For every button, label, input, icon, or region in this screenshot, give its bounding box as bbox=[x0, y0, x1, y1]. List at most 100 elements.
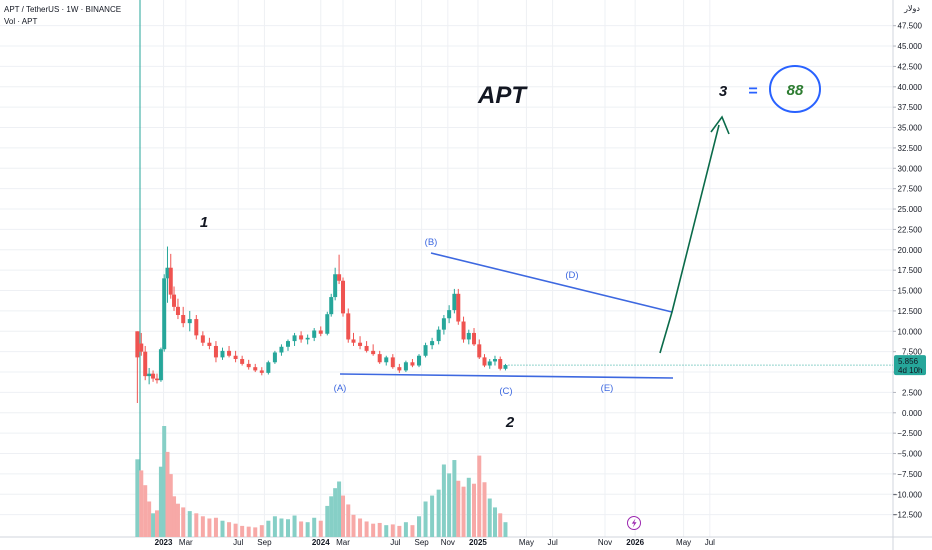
candle bbox=[272, 350, 277, 364]
candle-body bbox=[472, 332, 477, 345]
candle-body bbox=[397, 367, 402, 371]
time-axis-label: 2025 bbox=[469, 538, 487, 547]
volume-bar bbox=[417, 516, 421, 537]
drawing-layer[interactable]: 1 2 3 (A) (B) (C) (D) (E) = 88 APT bbox=[200, 65, 893, 431]
candle-body bbox=[227, 350, 232, 356]
target-circle[interactable] bbox=[769, 65, 821, 113]
candle bbox=[286, 339, 290, 351]
candle-body bbox=[456, 293, 461, 322]
volume-bar bbox=[461, 486, 466, 537]
candle-body bbox=[461, 321, 466, 340]
candle bbox=[151, 370, 156, 382]
volume-bar bbox=[299, 521, 304, 537]
volume-bar bbox=[333, 488, 338, 537]
candle bbox=[377, 350, 382, 364]
wave-3-projection-line[interactable] bbox=[659, 124, 720, 354]
candle bbox=[461, 316, 466, 343]
flash-icon[interactable] bbox=[627, 516, 641, 530]
volume-indicator-title[interactable]: Vol · APT bbox=[4, 17, 38, 26]
candle-body bbox=[266, 362, 271, 373]
volume-bar bbox=[441, 464, 446, 537]
candle-body bbox=[447, 310, 452, 319]
candle bbox=[452, 288, 457, 314]
candle-body bbox=[337, 274, 342, 281]
volume-bar bbox=[312, 517, 317, 537]
candle-body bbox=[377, 354, 382, 363]
volume-bar bbox=[246, 526, 251, 537]
price-axis-label: 10.000 bbox=[898, 327, 923, 336]
time-axis-label: 2024 bbox=[312, 538, 330, 547]
volume-bar bbox=[220, 520, 225, 537]
candle bbox=[441, 315, 446, 335]
price-axis-label: −2.500 bbox=[897, 429, 922, 438]
time-axis-label: May bbox=[519, 538, 534, 547]
triangle-point-label: (D) bbox=[565, 270, 578, 281]
volume-bar bbox=[305, 522, 310, 537]
candle bbox=[397, 363, 402, 373]
candle-body bbox=[172, 294, 177, 307]
triangle-lower-trendline[interactable] bbox=[339, 373, 674, 379]
candle bbox=[200, 331, 205, 346]
volume-bar bbox=[318, 520, 323, 537]
candle-body bbox=[430, 341, 435, 346]
time-axis-label: Jul bbox=[705, 538, 715, 547]
candle bbox=[390, 354, 395, 369]
triangle-point-label: (C) bbox=[499, 386, 512, 397]
candle-body bbox=[233, 355, 238, 360]
triangle-upper-trendline[interactable] bbox=[430, 252, 673, 313]
candle-body bbox=[200, 335, 205, 343]
candle-body bbox=[346, 313, 351, 340]
price-axis[interactable]: 47.500 45.000 42.500 40.000 37.500 35.000 32.5… bbox=[893, 22, 923, 520]
price-axis-label: 27.500 bbox=[898, 185, 923, 194]
candle bbox=[472, 328, 477, 346]
wave-label-1: 1 bbox=[200, 214, 208, 231]
symbol-title[interactable]: APT / TetherUS · 1W · BINANCE bbox=[4, 5, 122, 14]
candle bbox=[259, 367, 264, 376]
time-axis[interactable]: 2023 Mar Jul Sep 2024 Mar Jul Sep Nov 2025 May Jul N… bbox=[155, 538, 716, 547]
candle-body bbox=[162, 278, 167, 350]
volume-bar bbox=[492, 507, 497, 537]
volume-bar bbox=[207, 518, 212, 537]
candle bbox=[165, 246, 170, 303]
candle-body bbox=[384, 357, 389, 363]
price-axis-label: 37.500 bbox=[898, 103, 923, 112]
volume-bar bbox=[253, 527, 258, 537]
candle-body bbox=[503, 365, 508, 369]
candle bbox=[135, 331, 140, 404]
price-axis-label: 15.000 bbox=[898, 287, 923, 296]
price-axis-label: 32.500 bbox=[898, 144, 923, 153]
candle-body bbox=[441, 318, 446, 330]
candle bbox=[333, 267, 338, 301]
candle bbox=[147, 367, 152, 385]
candle-body bbox=[305, 337, 310, 340]
price-axis-label: −5.000 bbox=[897, 450, 922, 459]
candle-body bbox=[165, 267, 170, 279]
candle bbox=[410, 359, 415, 368]
volume-bar bbox=[181, 507, 186, 537]
candle bbox=[341, 277, 346, 317]
candle bbox=[364, 341, 369, 353]
candle bbox=[456, 288, 461, 325]
price-axis-label: 30.000 bbox=[898, 164, 923, 173]
volume-bar bbox=[371, 523, 376, 537]
candle bbox=[325, 311, 330, 336]
volume-bar bbox=[487, 498, 492, 537]
price-axis-label: 25.000 bbox=[898, 205, 923, 214]
candle-body bbox=[151, 373, 156, 379]
candle bbox=[503, 363, 508, 371]
candle bbox=[337, 254, 342, 285]
candle bbox=[358, 336, 363, 350]
equals-sign: = bbox=[748, 83, 757, 100]
candle-body bbox=[253, 367, 258, 371]
volume-bar bbox=[194, 513, 199, 537]
candle-body bbox=[312, 330, 317, 338]
candle-body bbox=[477, 344, 482, 358]
candle bbox=[168, 253, 173, 299]
candle-body bbox=[220, 350, 225, 358]
candle bbox=[181, 306, 186, 328]
price-axis-label: −7.500 bbox=[897, 470, 922, 479]
candle bbox=[175, 298, 180, 320]
candle bbox=[292, 332, 297, 346]
volume-bar bbox=[187, 511, 192, 537]
